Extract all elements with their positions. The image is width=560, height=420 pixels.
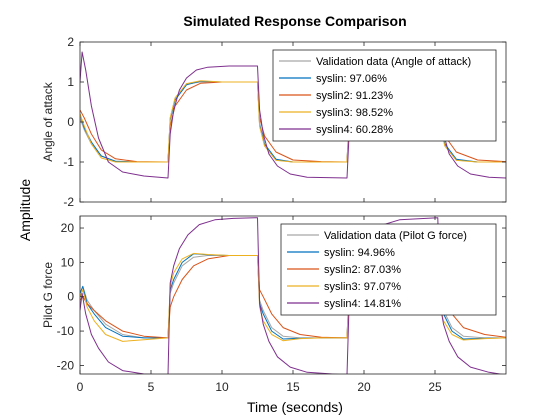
x-tick-label: 20 — [357, 380, 371, 394]
legend-label-validation: Validation data (Angle of attack) — [316, 56, 471, 68]
x-tick-label: 25 — [428, 380, 442, 394]
x-axis-label: Time (seconds) — [247, 399, 343, 415]
legend-label-syslin4: syslin4: 14.81% — [324, 298, 401, 310]
legend-label-syslin2: syslin2: 87.03% — [324, 264, 401, 276]
y-tick-label: 20 — [61, 221, 75, 235]
legend: Validation data (Pilot G force) syslin: 9… — [280, 223, 497, 316]
x-tick-label: 15 — [286, 380, 300, 394]
legend: Validation data (Angle of attack) syslin:… — [272, 49, 497, 142]
legend-label-syslin: syslin: 94.96% — [324, 247, 395, 259]
legend-label-syslin3: syslin3: 98.52% — [316, 107, 393, 119]
y-tick-label: -2 — [63, 195, 74, 209]
y-tick-label: 1 — [67, 75, 74, 89]
x-tick-label: 0 — [77, 380, 84, 394]
y-tick-label: 10 — [61, 255, 75, 269]
y-tick-label: 0 — [67, 115, 74, 129]
legend-label-syslin2: syslin2: 91.23% — [316, 90, 393, 102]
x-tick-label: 5 — [148, 380, 155, 394]
y-tick-label: -10 — [57, 324, 75, 338]
panel-y-label: Pilot G force — [41, 262, 55, 328]
panel-2: -20 -10 0 10 20 0 5 10 15 20 25 Pilot G force Valida… — [41, 215, 507, 394]
shared-y-label: Amplitude — [17, 179, 33, 241]
panel-y-label: Angle of attack — [41, 81, 55, 161]
legend-label-syslin: syslin: 97.06% — [316, 73, 387, 85]
y-tick-label: 0 — [67, 290, 74, 304]
y-tick-label: -1 — [63, 155, 74, 169]
x-tick-label: 10 — [215, 380, 229, 394]
chart-title: Simulated Response Comparison — [183, 13, 406, 29]
y-tick-label: 2 — [67, 35, 74, 49]
panel-1: -2 -1 0 1 2 Angle of attack Validation data (A… — [41, 35, 507, 209]
legend-label-syslin3: syslin3: 97.07% — [324, 281, 401, 293]
legend-label-syslin4: syslin4: 60.28% — [316, 124, 393, 136]
y-tick-label: -20 — [57, 358, 75, 372]
legend-label-validation: Validation data (Pilot G force) — [324, 230, 467, 242]
